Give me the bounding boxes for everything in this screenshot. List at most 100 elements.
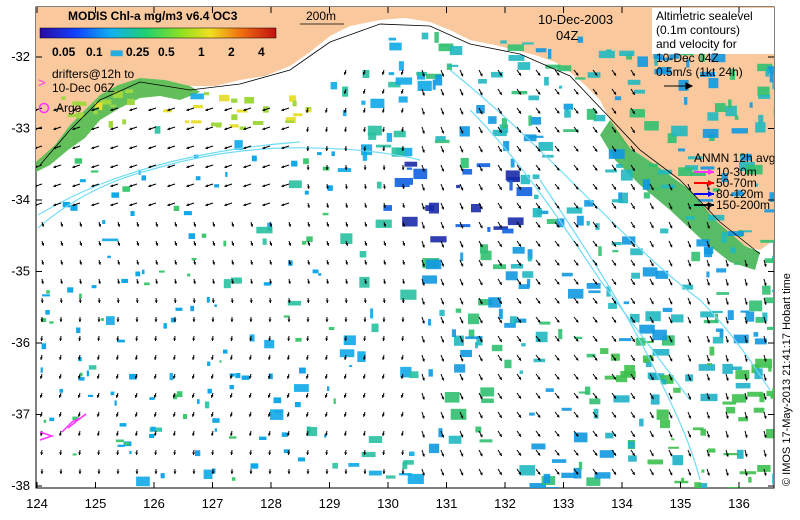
velocity-arrowhead bbox=[499, 434, 502, 437]
velocity-arrowhead bbox=[650, 187, 654, 191]
chl-patch bbox=[270, 409, 284, 420]
velocity-arrowhead bbox=[518, 300, 521, 304]
chl-patch bbox=[149, 433, 155, 438]
velocity-arrowhead bbox=[243, 108, 247, 112]
chl-patch bbox=[388, 37, 396, 41]
velocity-arrowhead bbox=[229, 394, 233, 398]
velocity-arrowhead bbox=[422, 73, 425, 77]
velocity-arrowhead bbox=[518, 338, 521, 342]
velocity-arrowhead bbox=[306, 167, 310, 170]
velocity-arrowhead bbox=[556, 319, 560, 323]
chl-patch bbox=[78, 101, 87, 106]
velocity-arrowhead bbox=[36, 203, 38, 207]
isobath-200m bbox=[39, 23, 761, 255]
chl-patch bbox=[183, 211, 192, 216]
velocity-arrowhead bbox=[632, 434, 635, 437]
velocity-arrowhead bbox=[363, 471, 367, 474]
velocity-arrowhead bbox=[441, 73, 444, 77]
chl-patch bbox=[448, 64, 459, 67]
chl-patch bbox=[362, 150, 367, 161]
anmn-legend-item: 50-70m bbox=[694, 176, 757, 190]
chl-patch bbox=[619, 338, 632, 342]
velocity-arrowhead bbox=[479, 92, 483, 96]
chl-patch bbox=[244, 97, 255, 104]
chl-patch bbox=[707, 363, 712, 366]
chl-patch bbox=[746, 164, 763, 175]
velocity-arrowhead bbox=[243, 127, 247, 131]
velocity-arrowhead bbox=[499, 244, 502, 247]
chl-patch bbox=[322, 212, 329, 216]
chl-patch bbox=[114, 400, 117, 406]
chl-patch bbox=[306, 427, 318, 437]
chl-patch bbox=[304, 190, 309, 195]
velocity-arrowhead bbox=[479, 377, 483, 381]
velocity-arrowhead bbox=[205, 165, 209, 169]
velocity-arrowhead bbox=[325, 167, 329, 170]
velocity-arrowhead bbox=[192, 452, 196, 455]
chl-patch bbox=[575, 77, 586, 80]
velocity-arrowhead bbox=[669, 301, 673, 305]
velocity-arrowhead bbox=[669, 225, 673, 229]
chl-patch bbox=[619, 50, 635, 56]
anmn-legend-title: ANMN 12h avg bbox=[694, 151, 775, 165]
velocity-arrowhead bbox=[306, 300, 310, 303]
velocity-arrowhead bbox=[230, 471, 234, 474]
velocity-arrowhead bbox=[725, 339, 729, 343]
chl-patch bbox=[509, 316, 517, 324]
chl-patch bbox=[413, 168, 428, 180]
chl-patch bbox=[425, 205, 435, 211]
velocity-arrowhead bbox=[231, 262, 235, 265]
velocity-arrowhead bbox=[344, 167, 348, 170]
chl-patch bbox=[430, 236, 447, 243]
chl-patch bbox=[141, 269, 145, 275]
velocity-arrowhead bbox=[422, 244, 425, 248]
chl-patch bbox=[449, 46, 463, 56]
chl-patch bbox=[283, 449, 290, 453]
velocity-arrowhead bbox=[400, 376, 404, 379]
velocity-arrowhead bbox=[306, 357, 309, 360]
chl-patch bbox=[76, 327, 81, 334]
velocity-arrowhead bbox=[72, 146, 76, 150]
chl-patch bbox=[586, 221, 590, 226]
chl-patch bbox=[438, 428, 443, 438]
velocity-arrowhead bbox=[763, 377, 767, 381]
chl-patch bbox=[691, 251, 700, 262]
chl-patch bbox=[287, 300, 302, 306]
velocity-arrowhead bbox=[650, 377, 654, 381]
velocity-arrowhead bbox=[707, 206, 710, 210]
velocity-arrowhead bbox=[613, 72, 616, 76]
chl-patch bbox=[700, 166, 715, 170]
chl-patch bbox=[70, 204, 78, 211]
chl-patch bbox=[203, 469, 213, 479]
velocity-arrowhead bbox=[382, 129, 386, 132]
velocity-arrowhead bbox=[192, 338, 196, 341]
velocity-arrowhead bbox=[479, 111, 483, 115]
velocity-arrowhead bbox=[594, 72, 598, 76]
velocity-arrowhead bbox=[613, 433, 616, 437]
chl-patch bbox=[193, 104, 203, 109]
velocity-arrowhead bbox=[575, 338, 579, 342]
velocity-arrowhead bbox=[669, 282, 673, 286]
chl-patch bbox=[508, 55, 525, 61]
chl-patch bbox=[706, 271, 710, 278]
velocity-arrowhead bbox=[688, 244, 692, 248]
velocity-arrowhead bbox=[688, 377, 692, 381]
velocity-arrowhead bbox=[174, 242, 178, 246]
velocity-arrowhead bbox=[400, 91, 404, 94]
velocity-arrowhead bbox=[744, 301, 748, 305]
velocity-arrowhead bbox=[383, 281, 386, 284]
velocity-arrowhead bbox=[707, 377, 710, 381]
chl-patch bbox=[749, 300, 763, 312]
anmn-legend-label: 10-30m bbox=[716, 165, 757, 179]
credit-label: © IMOS 17-May-2013 21:41:17 Hobart time bbox=[781, 273, 793, 486]
chl-patch bbox=[644, 341, 654, 344]
velocity-arrowhead bbox=[556, 300, 560, 304]
chl-patch bbox=[710, 310, 723, 314]
velocity-arrowhead bbox=[499, 339, 502, 342]
velocity-arrowhead bbox=[268, 433, 271, 436]
chl-patch bbox=[595, 223, 600, 230]
velocity-arrowhead bbox=[422, 130, 425, 134]
velocity-arrowhead bbox=[479, 339, 483, 343]
velocity-arrowhead bbox=[422, 434, 425, 438]
velocity-arrowhead bbox=[269, 224, 273, 227]
